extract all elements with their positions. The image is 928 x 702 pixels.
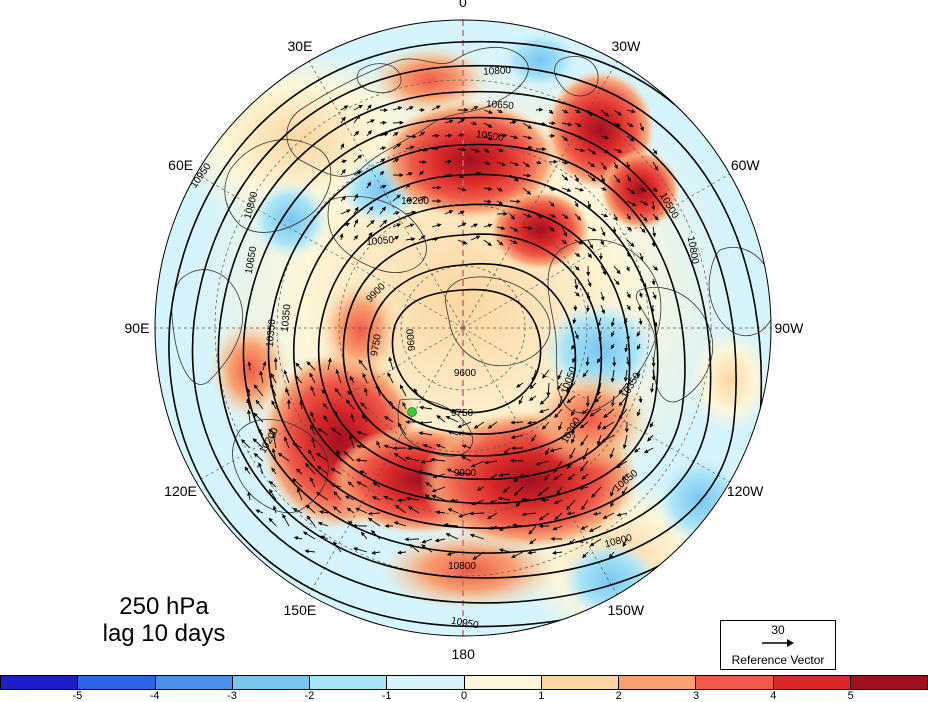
contour-label: 9750 bbox=[451, 408, 474, 419]
contour-label: 10050 bbox=[366, 235, 395, 248]
colorbar-tick-label: 4 bbox=[770, 690, 777, 702]
colorbar-swatch bbox=[619, 676, 697, 689]
contour-label: 10950 bbox=[450, 616, 480, 632]
contour-label: 10800 bbox=[448, 561, 476, 572]
panel-title: 250 hPa lag 10 days bbox=[80, 593, 248, 647]
longitude-label: 150W bbox=[607, 602, 645, 619]
panel-title-level: 250 hPa bbox=[119, 593, 209, 620]
contour-label: 9750 bbox=[369, 333, 384, 357]
coastlines bbox=[171, 47, 771, 513]
reference-vector-magnitude: 30 bbox=[771, 623, 785, 637]
svg-text:10500: 10500 bbox=[475, 129, 505, 144]
contour-label: 9600 bbox=[454, 368, 477, 379]
longitude-label: 90W bbox=[774, 320, 804, 336]
reference-arrow-icon bbox=[762, 639, 794, 647]
svg-text:9600: 9600 bbox=[405, 328, 418, 352]
colorbar-tick-label: -4 bbox=[149, 690, 160, 702]
colorbar: -5 -4 -3 -2 -1 0 1 2 3 4 5 bbox=[0, 675, 928, 702]
location-marker bbox=[407, 407, 417, 417]
longitude-label: 60E bbox=[168, 157, 194, 173]
svg-text:10650: 10650 bbox=[486, 99, 515, 112]
longitude-label: 30W bbox=[611, 37, 641, 54]
colorbar-tick-label: 0 bbox=[460, 690, 468, 702]
svg-text:10650: 10650 bbox=[244, 245, 260, 275]
colorbar-swatch bbox=[850, 676, 927, 689]
longitude-label: 90E bbox=[124, 320, 150, 336]
contour-label: 9600 bbox=[405, 328, 418, 352]
colorbar-swatch bbox=[1, 676, 79, 689]
colorbar-bar bbox=[0, 675, 928, 690]
svg-text:10950: 10950 bbox=[450, 616, 480, 632]
colorbar-swatch bbox=[232, 676, 310, 689]
colorbar-swatch bbox=[155, 676, 233, 689]
svg-text:10800: 10800 bbox=[448, 561, 476, 572]
colorbar-swatch bbox=[773, 676, 851, 689]
svg-text:10800: 10800 bbox=[483, 65, 512, 77]
colorbar-tick-label: -5 bbox=[72, 690, 83, 702]
svg-text:9900: 9900 bbox=[454, 468, 477, 479]
colorbar-swatch bbox=[696, 676, 774, 689]
colorbar-tick-label: -2 bbox=[304, 690, 315, 702]
contour-label: 10200 bbox=[401, 196, 429, 207]
svg-text:10050: 10050 bbox=[366, 235, 395, 248]
contour-label: 10500 bbox=[475, 129, 505, 144]
colorbar-swatch bbox=[541, 676, 619, 689]
colorbar-tick-label: 3 bbox=[692, 690, 700, 702]
longitude-label: 120E bbox=[164, 483, 197, 499]
colorbar-tick-label: -1 bbox=[381, 690, 392, 702]
reference-vector-box: 30 Reference Vector bbox=[720, 620, 836, 670]
colorbar-tick-label: 1 bbox=[538, 690, 545, 702]
panel-title-lag: lag 10 days bbox=[102, 620, 226, 647]
reference-vector-label: Reference Vector bbox=[731, 653, 825, 667]
svg-text:9750: 9750 bbox=[369, 333, 384, 357]
colorbar-swatch bbox=[387, 676, 465, 689]
colorbar-swatch bbox=[78, 676, 156, 689]
contour-label: 10800 bbox=[483, 65, 512, 77]
contour-label: 10650 bbox=[244, 245, 260, 275]
svg-text:10200: 10200 bbox=[401, 196, 429, 207]
colorbar-tick-label: 5 bbox=[847, 690, 854, 702]
longitude-label: 180 bbox=[451, 646, 475, 662]
longitude-label: 60W bbox=[730, 157, 760, 173]
contour-label: 9900 bbox=[454, 468, 477, 479]
longitude-label: 150E bbox=[283, 602, 317, 619]
svg-text:9750: 9750 bbox=[451, 408, 474, 419]
longitude-label: 30E bbox=[287, 37, 313, 54]
svg-text:10350: 10350 bbox=[265, 318, 278, 347]
colorbar-swatch bbox=[464, 676, 542, 689]
contour-label: 10350 bbox=[280, 303, 293, 332]
map-boundary bbox=[154, 19, 772, 637]
svg-text:9600: 9600 bbox=[454, 368, 477, 379]
colorbar-tick-label: 2 bbox=[615, 690, 622, 702]
longitude-label: 120W bbox=[726, 483, 764, 499]
colorbar-tick-label: -3 bbox=[227, 690, 237, 702]
wind-vectors bbox=[240, 104, 659, 560]
longitude-label: 0 bbox=[459, 0, 467, 10]
colorbar-swatch bbox=[310, 676, 388, 689]
svg-text:10800: 10800 bbox=[685, 236, 701, 266]
polar-stereographic-map: 10800 10650 10500 10950 10800 10650 10350 10200… bbox=[154, 19, 772, 637]
contour-label: 10350 bbox=[265, 318, 278, 347]
contour-label: 10800 bbox=[685, 236, 701, 266]
svg-text:10350: 10350 bbox=[280, 303, 293, 332]
contour-label: 10650 bbox=[486, 99, 515, 112]
